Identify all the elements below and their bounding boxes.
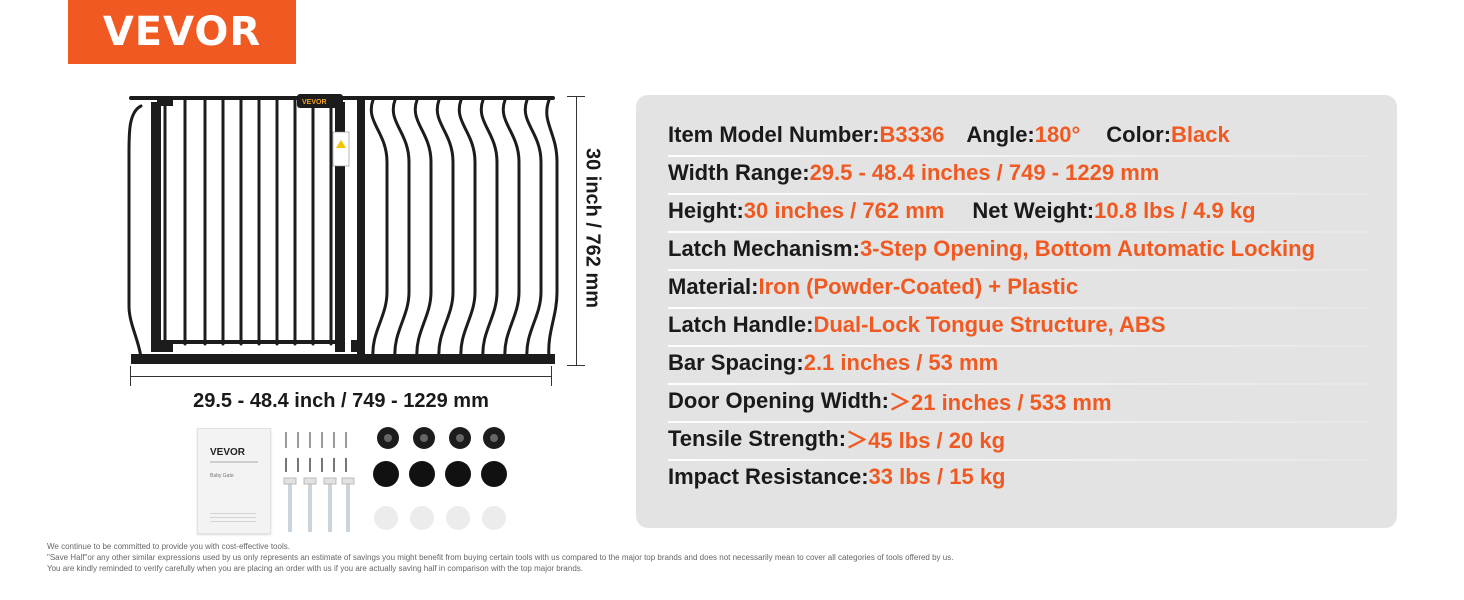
manual-line bbox=[210, 521, 256, 522]
spec-value: ＞21 inches / 533 mm bbox=[888, 390, 1112, 415]
spec-value: 33 lbs / 15 kg bbox=[868, 464, 1006, 489]
footnote-line: You are kindly reminded to verify carefu… bbox=[47, 564, 583, 573]
spec-key: Latch Handle: bbox=[668, 312, 814, 337]
spec-row-latch-mechanism: Latch Mechanism: 3-Step Opening, Bottom … bbox=[668, 230, 1315, 268]
spec-row-door-opening: Door Opening Width: ＞21 inches / 533 mm bbox=[668, 382, 1112, 420]
spec-row-impact-resistance: Impact Resistance: 33 lbs / 15 kg bbox=[668, 458, 1006, 496]
height-dimension-line bbox=[567, 96, 585, 366]
spec-key: Net Weight: bbox=[972, 198, 1095, 223]
spec-key: Height: bbox=[668, 198, 744, 223]
adjustment-knobs bbox=[377, 427, 505, 449]
wall-pads-black bbox=[373, 461, 507, 487]
wall-cups-white bbox=[374, 506, 506, 530]
spec-value: Iron (Powder-Coated) + Plastic bbox=[758, 274, 1079, 299]
spec-key: Tensile Strength: bbox=[668, 426, 847, 451]
spec-value: 2.1 inches / 53 mm bbox=[803, 350, 999, 375]
spec-value: 30 inches / 762 mm bbox=[743, 198, 945, 223]
spec-value: Dual-Lock Tongue Structure, ABS bbox=[813, 312, 1166, 337]
spec-key: Angle: bbox=[966, 122, 1035, 147]
baby-gate-drawing: VEVOR bbox=[127, 94, 559, 364]
spec-value: 10.8 lbs / 4.9 kg bbox=[1094, 198, 1256, 223]
spec-row-tensile-strength: Tensile Strength: ＞45 lbs / 20 kg bbox=[668, 420, 1005, 458]
row-divider bbox=[668, 383, 1368, 385]
row-divider bbox=[668, 155, 1368, 157]
spec-value: Black bbox=[1171, 122, 1230, 147]
spec-key: Color: bbox=[1106, 122, 1172, 147]
width-dimension-line bbox=[130, 366, 552, 386]
manual-divider bbox=[210, 461, 258, 463]
vevor-logo: VEVOR bbox=[68, 0, 296, 64]
spec-key: Door Opening Width: bbox=[668, 388, 889, 413]
screws-row-2 bbox=[285, 458, 347, 472]
spec-value: ＞45 lbs / 20 kg bbox=[846, 428, 1006, 453]
threaded-rods bbox=[288, 482, 350, 532]
spec-row-bar-spacing: Bar Spacing: 2.1 inches / 53 mm bbox=[668, 344, 998, 382]
spec-key: Impact Resistance: bbox=[668, 464, 869, 489]
height-dimension-label: 30 inch / 762 mm bbox=[581, 147, 604, 309]
manual-line bbox=[210, 517, 256, 518]
row-divider bbox=[668, 345, 1368, 347]
spec-key: Width Range: bbox=[668, 160, 810, 185]
spec-value: 180° bbox=[1034, 122, 1081, 147]
width-dimension-label: 29.5 - 48.4 inch / 749 - 1229 mm bbox=[193, 390, 489, 412]
spec-value: 3-Step Opening, Bottom Automatic Locking bbox=[859, 236, 1316, 261]
spec-key: Bar Spacing: bbox=[668, 350, 804, 375]
spec-key: Latch Mechanism: bbox=[668, 236, 860, 261]
spec-row-latch-handle: Latch Handle: Dual-Lock Tongue Structure… bbox=[668, 306, 1166, 344]
footnote-line: "Save Half"or any other similar expressi… bbox=[47, 553, 954, 562]
footnote-line: We continue to be committed to provide y… bbox=[47, 542, 290, 551]
manual-line bbox=[210, 513, 256, 514]
spec-key: Material: bbox=[668, 274, 759, 299]
row-divider bbox=[668, 269, 1368, 271]
spec-row-material: Material: Iron (Powder-Coated) + Plastic bbox=[668, 268, 1078, 306]
logo-text: VEVOR bbox=[102, 9, 262, 55]
row-divider bbox=[668, 193, 1368, 195]
spec-value: B3336 bbox=[879, 122, 945, 147]
row-divider bbox=[668, 421, 1368, 423]
spec-row-width: Width Range: 29.5 - 48.4 inches / 749 - … bbox=[668, 154, 1159, 192]
spec-key: Item Model Number: bbox=[668, 122, 880, 147]
row-divider bbox=[668, 459, 1368, 461]
manual-brand: VEVOR bbox=[210, 447, 246, 458]
spec-row-model: Item Model Number: B3336 Angle: 180° Col… bbox=[668, 116, 1230, 154]
row-divider bbox=[668, 231, 1368, 233]
row-divider bbox=[668, 307, 1368, 309]
instruction-manual: VEVOR Baby Gate bbox=[197, 428, 271, 534]
specifications-panel bbox=[636, 95, 1397, 528]
spec-row-height-weight: Height: 30 inches / 762 mm Net Weight: 1… bbox=[668, 192, 1256, 230]
manual-caption: Baby Gate bbox=[210, 473, 234, 479]
hardware-accessories bbox=[283, 427, 507, 532]
gate-logo: VEVOR bbox=[302, 99, 327, 106]
screws-row-1 bbox=[285, 432, 347, 448]
spec-value: 29.5 - 48.4 inches / 749 - 1229 mm bbox=[809, 160, 1160, 185]
